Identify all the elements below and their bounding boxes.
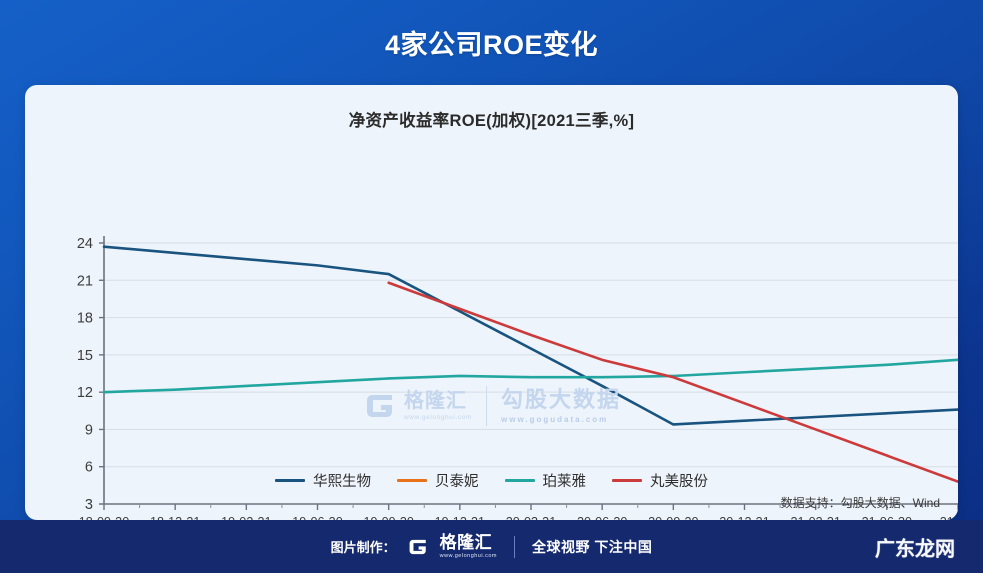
chart-legend: 华熙生物 贝泰妮 珀莱雅 丸美股份 [0,470,983,491]
series-line [102,358,958,394]
x-axis-tick-label: 20-09-30 [648,515,698,520]
legend-item[interactable]: 珀莱雅 [504,470,587,491]
x-axis-tick-label: 18-12-31 [150,515,200,520]
x-axis-tick-label: 19-12-31 [435,515,485,520]
y-axis-tick-label: 9 [85,422,93,438]
header-banner: 4家公司ROE变化 [0,0,983,85]
y-axis-tick-label: 21 [77,273,93,289]
chart-title: 净资产收益率ROE(加权)[2021三季,%] [348,112,635,130]
legend-color-swatch [275,479,305,482]
series-line [102,245,958,426]
line-chart-svg: 3 6 9 12 15 18 21 24 18-09-30 18-12-31 19-03-31 19-… [77,236,958,520]
legend-color-swatch [612,479,642,482]
legend-color-swatch [397,479,427,482]
y-axis-tick-label: 18 [77,311,93,327]
legend-label: 贝泰妮 [435,474,479,490]
legend-item[interactable]: 华熙生物 [275,470,371,491]
x-axis-tick-label: 19-06-30 [292,515,342,520]
footer-bar: 图片制作： 格隆汇 www.gelonghui.com 全球视野 下注中国 广东… [0,520,983,573]
x-axis-tick-label: 21-03-31 [790,515,840,520]
y-axis-tick-label: 3 [85,497,93,513]
x-axis-tick-label: 21-06-30 [862,515,912,520]
footer-brand-text: 格隆汇 [439,533,493,552]
x-axis-tick-label: 19-09-30 [363,515,413,520]
x-axis-tick-label: 19-03-31 [221,515,271,520]
legend-label: 华熙生物 [313,474,371,490]
gelonghui-logo-icon [407,536,429,558]
x-axis-tick-label: 20-06-30 [577,515,627,520]
legend-label: 珀莱雅 [542,474,587,490]
footer-divider [514,535,516,558]
plot-area: 3 6 9 12 15 18 21 24 18-09-30 18-12-31 19-03-31 19-… [25,85,958,520]
y-axis-tick-label: 24 [77,236,93,252]
footer-slogan: 全球视野 下注中国 [532,538,653,555]
chart-card: 净资产收益率ROE(加权)[2021三季,%] 3 6 9 12 15 18 21 24 18-… [25,85,958,520]
site-watermark: 广东龙网 [875,536,955,560]
x-axis-tick-label: 20-03-31 [506,515,556,520]
y-axis-tick-label: 12 [77,385,93,401]
x-axis-tick-label: 18-09-30 [79,515,129,520]
source-note: 数据支持：勾股大数据、Wind [780,496,940,510]
x-axis-tick-label: 21-09- [940,515,958,520]
legend-item[interactable]: 丸美股份 [612,470,708,491]
legend-item[interactable]: 贝泰妮 [397,470,479,491]
legend-color-swatch [504,479,535,482]
legend-label: 丸美股份 [650,474,708,490]
footer-made-by-label: 图片制作： [330,540,396,555]
page-title: 4家公司ROE变化 [384,30,599,60]
x-axis-tick-label: 20-12-31 [719,515,769,520]
y-axis-tick-label: 6 [85,460,93,476]
footer-brand-url: www.gelonghui.com [439,553,498,559]
y-axis-tick-label: 15 [77,348,93,364]
series-line [387,281,958,483]
